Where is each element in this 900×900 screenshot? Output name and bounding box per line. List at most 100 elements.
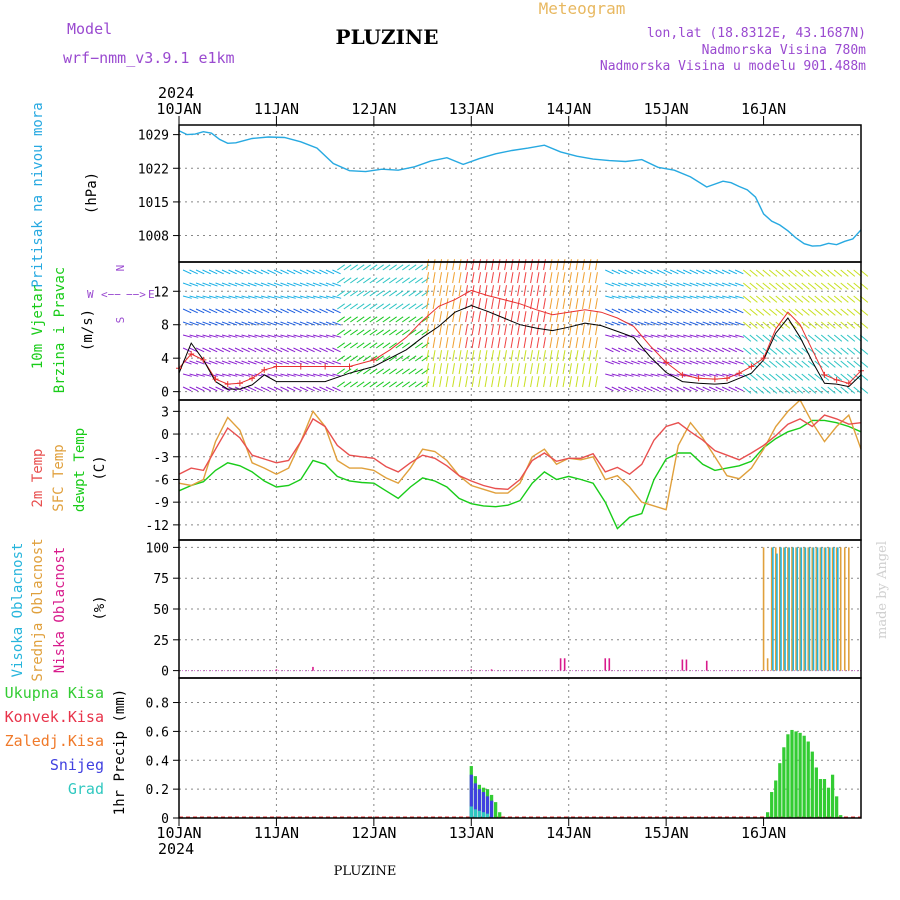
wind-barb — [788, 386, 797, 394]
wind-barb — [312, 386, 322, 392]
wind-barb — [388, 316, 397, 323]
wind-barb — [491, 285, 494, 297]
wind-barb — [742, 321, 752, 329]
wind-barb — [755, 321, 765, 329]
wind-barb — [260, 386, 270, 392]
wind-barb — [388, 381, 397, 388]
wind-barb — [202, 321, 212, 326]
model-label: Model — [67, 20, 112, 38]
wind-gust-point — [760, 355, 767, 362]
wind-barb — [781, 334, 791, 342]
wind-barb — [618, 373, 628, 377]
wind-barb — [388, 277, 397, 284]
x-tick-label-top: 10JAN — [156, 100, 201, 118]
wind-barb — [728, 282, 738, 287]
wind-barb — [582, 350, 585, 362]
wind-barb — [605, 373, 615, 377]
wind-barb — [536, 324, 540, 336]
wind-barb — [676, 347, 686, 353]
wind-barb — [696, 334, 706, 338]
wind-barb — [846, 334, 856, 342]
wind-barb — [807, 386, 817, 394]
wind-barb — [439, 285, 443, 297]
wind-barb — [637, 360, 647, 365]
wind-barb — [510, 311, 514, 323]
wind-barb — [543, 350, 546, 362]
wind-barb — [543, 363, 546, 375]
wind-barb — [588, 311, 592, 323]
wind-barb — [260, 295, 270, 299]
wind-barb — [182, 347, 192, 353]
wind-barb — [536, 376, 540, 388]
wind-barb — [356, 277, 365, 284]
wind-barb — [569, 376, 572, 388]
wind-barb — [595, 363, 598, 375]
wind-barb — [491, 272, 494, 284]
wind-barb — [569, 363, 572, 375]
wind-barb — [631, 321, 640, 326]
wind-barb — [827, 295, 836, 303]
wind-barb — [234, 373, 244, 377]
wind-barb — [195, 295, 205, 299]
wind-barb — [595, 259, 598, 271]
wind-barb — [414, 381, 423, 388]
wind-barb — [523, 298, 527, 310]
wind-barb — [421, 381, 430, 388]
wind-barb — [833, 373, 843, 381]
pressure-ytick-label: 1008 — [138, 230, 169, 245]
wind-barb — [569, 285, 572, 297]
wind-barb — [670, 334, 680, 338]
clouds-ytick-label: 75 — [153, 572, 169, 587]
wind-barb — [827, 321, 836, 329]
wind-barb — [631, 295, 641, 299]
wind-barb — [536, 298, 540, 310]
wind-barb — [820, 269, 830, 277]
wind-gust-point — [845, 380, 852, 387]
wind-barb — [644, 269, 653, 275]
wind-barb — [517, 363, 520, 375]
x-tick-label-bottom: 16JAN — [741, 824, 786, 842]
wind-barb — [332, 321, 342, 326]
wind-gust-point — [212, 376, 219, 383]
wind-barb — [388, 264, 397, 271]
wind-barb — [794, 282, 804, 290]
wind-barb — [588, 285, 592, 297]
wind-barb — [682, 269, 692, 275]
wind-barb — [689, 386, 699, 392]
wind-barb — [228, 334, 238, 338]
wind-barb — [293, 373, 303, 377]
wind-barb — [742, 347, 752, 355]
wind-barb — [414, 290, 423, 297]
wind-barb — [676, 282, 686, 287]
wind-barb — [350, 290, 358, 297]
precip-total-bar — [810, 751, 814, 818]
wind-barb — [605, 334, 615, 338]
wind-barb — [549, 259, 553, 271]
wind-barb — [254, 295, 264, 299]
wind-barb — [755, 386, 765, 394]
wind-barb — [715, 334, 725, 338]
wind-barb — [650, 347, 660, 353]
wind-barb — [575, 363, 579, 375]
wind-barb — [484, 337, 488, 349]
wind-barb — [517, 337, 520, 349]
wind-barb — [840, 334, 849, 342]
wind-barb — [846, 308, 856, 316]
wind-gust-point — [224, 381, 231, 388]
clouds-ytick-label: 25 — [153, 634, 169, 649]
wind-barb — [363, 277, 371, 284]
wind-barb — [827, 334, 836, 342]
wind-barb — [458, 285, 462, 297]
wind-barb — [637, 308, 647, 314]
wind-barb — [510, 272, 514, 284]
wind-barb — [657, 334, 667, 338]
temp-dewpt-label: dewpt Temp — [72, 428, 88, 512]
wind-barb — [306, 334, 316, 338]
wind-barb — [624, 282, 634, 287]
precip-ytick-label: 0.2 — [146, 783, 169, 798]
compass-north: N — [114, 265, 127, 272]
wind-barb — [421, 355, 430, 362]
wind-barb — [221, 308, 231, 314]
wind-barb — [241, 347, 250, 353]
